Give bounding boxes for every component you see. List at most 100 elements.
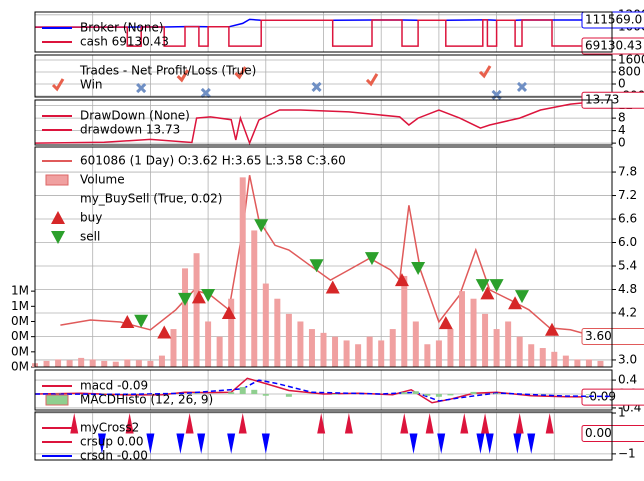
- loss-marker: [516, 81, 528, 93]
- bar: [43, 360, 50, 367]
- bar: [147, 360, 154, 367]
- buy-marker: [480, 286, 495, 300]
- bar: [308, 329, 315, 367]
- bar: [412, 321, 419, 367]
- legend-label: macd -0.09: [80, 379, 148, 393]
- bar: [401, 275, 408, 367]
- stem: [476, 433, 485, 454]
- y2-tick-label: 1M: [11, 284, 29, 298]
- bar: [424, 344, 431, 367]
- stem: [146, 433, 155, 454]
- bar: [251, 389, 258, 394]
- bar: [112, 361, 119, 367]
- legend-label: Broker (None): [80, 21, 164, 35]
- sell-marker: [475, 279, 490, 293]
- bar: [482, 313, 489, 367]
- bar: [55, 359, 62, 367]
- legend-label: buy: [80, 211, 102, 225]
- bar: [320, 332, 327, 367]
- series-line: [34, 377, 610, 404]
- legend-swatch: [45, 394, 69, 406]
- legend-label: Trades - Net Profit/Loss (True): [79, 64, 256, 78]
- y-tick-label: 0: [618, 76, 626, 90]
- legend-label: Volume: [80, 173, 125, 187]
- bar: [424, 394, 431, 396]
- y-tick-label: 1: [618, 406, 626, 420]
- stem: [317, 413, 326, 434]
- sell-marker: [489, 279, 504, 293]
- bar: [366, 336, 373, 367]
- bar: [447, 329, 454, 367]
- series-line: [34, 99, 610, 146]
- bar: [205, 321, 212, 367]
- legend-label: cash 69130.43: [80, 35, 169, 49]
- stem: [425, 413, 434, 434]
- bar: [458, 291, 465, 367]
- sell-marker: [411, 261, 426, 275]
- loss-marker: [491, 89, 502, 101]
- bar: [101, 360, 108, 367]
- win-marker: [365, 73, 379, 87]
- bar: [470, 298, 477, 367]
- legend-label: MACDHisto (12, 26, 9): [80, 393, 213, 407]
- legend-label: crsdn -0.00: [80, 449, 148, 463]
- loss-marker: [200, 87, 211, 99]
- bar: [447, 394, 454, 396]
- loss-marker: [311, 81, 322, 93]
- legend-label: drawdown 13.73: [80, 123, 180, 137]
- stem: [460, 413, 469, 434]
- bar: [343, 340, 350, 367]
- bar: [493, 329, 500, 367]
- y-tick-label: 8: [618, 111, 626, 125]
- bar: [505, 321, 512, 367]
- bar: [239, 387, 246, 394]
- stem: [125, 413, 134, 434]
- y-tick-label: 4: [618, 123, 626, 137]
- y2-tick-label: 1M: [11, 299, 29, 313]
- stem: [545, 413, 554, 434]
- bar: [262, 394, 269, 396]
- stem: [437, 433, 446, 454]
- stem: [481, 413, 490, 434]
- y-tick-label: 5.4: [618, 259, 637, 273]
- buy-marker: [157, 325, 172, 339]
- y-tick-label: 0: [618, 136, 626, 150]
- legend-marker: [51, 231, 65, 244]
- bar: [251, 230, 258, 367]
- bar: [585, 394, 592, 395]
- stem: [527, 433, 536, 454]
- bar: [89, 359, 96, 367]
- bar: [528, 344, 535, 367]
- bar: [274, 298, 281, 367]
- bar: [412, 391, 419, 394]
- bar: [389, 329, 396, 367]
- panel-frame: [34, 99, 613, 146]
- legend-label: crsup 0.00: [80, 435, 144, 449]
- bar: [401, 392, 408, 394]
- legend-label: my_BuySell (True, 0.02): [80, 192, 222, 206]
- bar: [470, 391, 477, 394]
- value-box-label: 0.00: [585, 426, 612, 440]
- y-tick-label: 0.4: [618, 373, 637, 387]
- bar: [239, 177, 246, 367]
- bar: [332, 336, 339, 367]
- y-tick-label: 6.6: [618, 212, 637, 226]
- bar: [228, 392, 235, 394]
- win-marker: [176, 69, 189, 83]
- bar: [493, 393, 500, 394]
- y-tick-label: 4.8: [618, 282, 637, 296]
- bar: [170, 329, 177, 367]
- sell-marker: [134, 314, 149, 328]
- sell-marker: [514, 290, 529, 304]
- buy-marker: [544, 322, 559, 336]
- legend-label: sell: [80, 230, 100, 244]
- bar: [158, 355, 165, 367]
- bar: [332, 394, 339, 395]
- stem: [227, 433, 236, 454]
- y-tick-label: 7.8: [618, 165, 637, 179]
- legend-swatch: [45, 174, 69, 186]
- stem: [70, 413, 79, 434]
- bar: [78, 357, 85, 367]
- sell-marker: [254, 219, 269, 233]
- legend-label: DrawDown (None): [80, 109, 190, 123]
